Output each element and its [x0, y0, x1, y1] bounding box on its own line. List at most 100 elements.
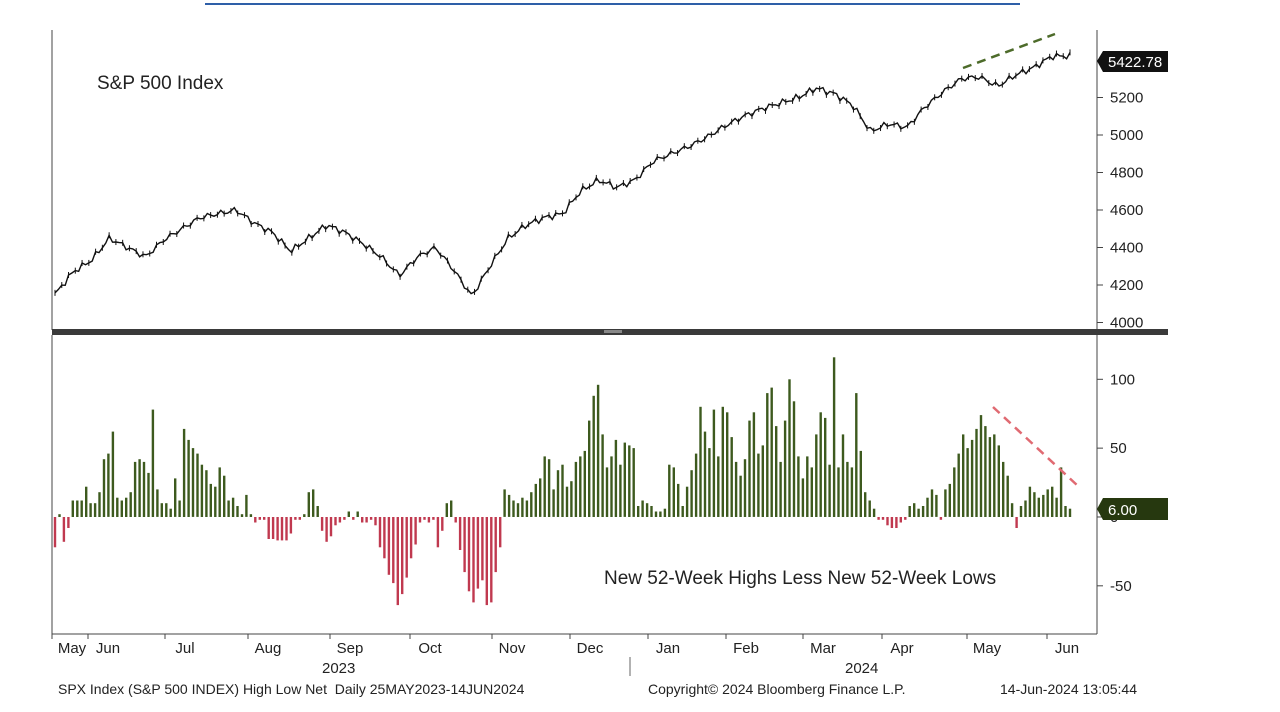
breadth-bar	[775, 426, 778, 517]
breadth-bar	[76, 500, 79, 517]
breadth-bar	[690, 470, 693, 517]
x-month-label: Jun	[96, 640, 120, 657]
breadth-bar	[294, 517, 297, 520]
breadth-bar	[200, 464, 204, 517]
breadth-bar	[699, 406, 702, 517]
x-month-label: Aug	[255, 640, 282, 657]
breadth-bar	[908, 506, 911, 517]
breadth-bar	[583, 450, 586, 517]
breadth-bar	[828, 464, 831, 517]
breadth-trend-dashed-line	[992, 406, 1079, 487]
breadth-bar	[792, 401, 796, 517]
breadth-bar	[739, 475, 742, 517]
x-month-label: Dec	[577, 640, 604, 657]
breadth-bar	[1002, 461, 1005, 517]
breadth-bar	[138, 459, 141, 517]
breadth-bar	[645, 503, 649, 517]
breadth-bar	[841, 434, 845, 517]
x-month-label: May	[973, 640, 1002, 657]
breadth-bar	[641, 500, 644, 517]
breadth-bar	[761, 445, 764, 517]
breadth-bar	[209, 483, 212, 517]
breadth-bar	[975, 428, 978, 517]
breadth-bar	[494, 517, 497, 573]
breadth-bar	[712, 409, 716, 517]
breadth-bar	[1010, 503, 1014, 517]
breadth-bar	[668, 464, 671, 517]
breadth-bar	[743, 459, 747, 517]
breadth-bar	[196, 453, 199, 517]
breadth-bar	[414, 517, 417, 545]
breadth-bar	[561, 464, 564, 517]
breadth-bar	[271, 517, 275, 539]
breadth-bar	[872, 508, 876, 517]
price-series	[54, 49, 1071, 296]
breadth-bar	[507, 494, 511, 517]
top-y-tick-label: 4200	[1110, 277, 1143, 294]
breadth-bar	[832, 357, 836, 517]
breadth-bar	[481, 517, 484, 581]
breadth-bar	[837, 467, 840, 517]
breadth-bar	[543, 456, 546, 517]
breadth-bar	[953, 467, 956, 517]
breadth-bar	[921, 506, 925, 517]
breadth-bar	[458, 517, 462, 550]
breadth-bar	[142, 461, 146, 517]
breadth-bar	[120, 500, 123, 517]
x-month-label: Feb	[733, 640, 759, 657]
breadth-bar	[169, 508, 172, 517]
breadth-bar	[485, 517, 488, 606]
breadth-bar	[637, 506, 640, 517]
breadth-bar	[361, 517, 364, 523]
breadth-bar	[1015, 517, 1018, 528]
breadth-bar	[1051, 486, 1054, 517]
breadth-bar	[418, 517, 422, 523]
breadth-bar	[125, 497, 128, 517]
breadth-bar	[1006, 475, 1009, 517]
breadth-bar	[1068, 508, 1072, 517]
breadth-bar	[677, 483, 680, 517]
bottom-y-axis: -50050100	[1097, 371, 1135, 595]
breadth-bar	[752, 412, 756, 517]
breadth-bar	[378, 517, 382, 548]
breadth-bar	[258, 517, 261, 520]
breadth-bar	[432, 517, 435, 520]
x-month-label: Jun	[1055, 640, 1079, 657]
breadth-bar	[236, 506, 239, 517]
breadth-bar	[369, 517, 373, 520]
top-y-tick-label: 4800	[1110, 165, 1143, 182]
breadth-bar	[98, 492, 101, 517]
breadth-bar	[267, 517, 270, 539]
breadth-bar	[521, 497, 524, 517]
top-y-tick-label: 4400	[1110, 240, 1143, 257]
breadth-bar	[1028, 486, 1032, 517]
breadth-bar	[58, 514, 61, 517]
breadth-bar	[694, 453, 698, 517]
separator-handle[interactable]	[604, 330, 622, 333]
year-label-2024: 2024	[845, 660, 878, 677]
x-month-label: May	[58, 640, 87, 657]
bottom-y-tick-label: 100	[1110, 371, 1135, 388]
breadth-bar	[512, 500, 515, 517]
x-month-label: Oct	[418, 640, 442, 657]
breadth-bar	[298, 517, 301, 520]
breadth-bar	[525, 500, 529, 517]
breadth-bar	[530, 492, 533, 517]
breadth-bar	[356, 511, 359, 517]
breadth-bar	[187, 439, 190, 517]
breadth-bar	[672, 467, 675, 517]
breadth-bar	[939, 517, 943, 520]
breadth-bar	[1042, 494, 1045, 517]
breadth-bar	[182, 428, 186, 517]
breadth-bar	[748, 420, 751, 517]
breadth-bars	[53, 357, 1072, 606]
breadth-bar	[552, 489, 555, 517]
breadth-bar	[165, 503, 168, 517]
breadth-bar	[846, 461, 849, 517]
breadth-bar	[570, 481, 573, 517]
breadth-bar	[815, 434, 818, 517]
breadth-bar	[1019, 506, 1023, 517]
breadth-bar	[111, 431, 115, 517]
x-axis-labels: May Jun Jul Aug Sep Oct Nov Dec Jan Feb Mar Apr May J…	[51, 634, 1079, 657]
breadth-bar	[374, 517, 377, 526]
